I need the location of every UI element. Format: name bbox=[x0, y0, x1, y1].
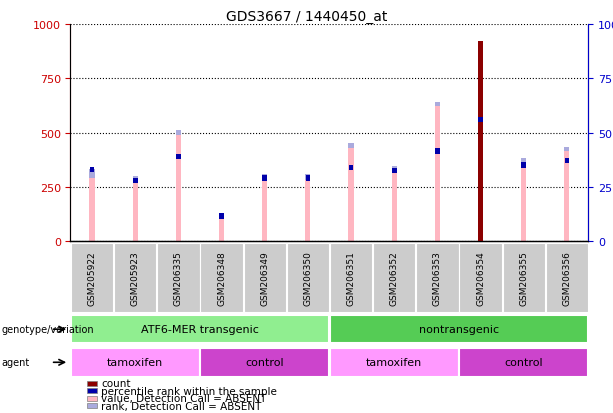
Text: rank, Detection Call = ABSENT: rank, Detection Call = ABSENT bbox=[101, 401, 262, 411]
Bar bbox=[459, 244, 501, 312]
Text: GSM206349: GSM206349 bbox=[261, 250, 269, 305]
Bar bbox=[114, 244, 156, 312]
Text: GSM206353: GSM206353 bbox=[433, 250, 442, 305]
Text: ATF6-MER transgenic: ATF6-MER transgenic bbox=[141, 324, 259, 335]
Bar bbox=[330, 315, 588, 344]
Bar bbox=[219, 220, 224, 242]
Bar bbox=[132, 183, 138, 242]
Bar bbox=[349, 165, 354, 171]
Bar bbox=[416, 244, 459, 312]
Bar bbox=[348, 144, 354, 148]
Bar bbox=[219, 214, 224, 219]
Bar bbox=[546, 244, 588, 312]
Bar bbox=[243, 244, 286, 312]
Bar bbox=[392, 169, 397, 174]
Text: GSM206348: GSM206348 bbox=[217, 250, 226, 305]
Text: tamoxifen: tamoxifen bbox=[107, 357, 164, 368]
Bar bbox=[565, 159, 569, 164]
Bar bbox=[373, 244, 416, 312]
Bar bbox=[176, 154, 181, 160]
Bar bbox=[262, 176, 267, 181]
Text: GSM205922: GSM205922 bbox=[88, 251, 97, 305]
Bar bbox=[521, 164, 527, 242]
Bar bbox=[435, 103, 440, 107]
Bar bbox=[262, 181, 267, 242]
Bar bbox=[71, 348, 200, 377]
Text: GSM206354: GSM206354 bbox=[476, 250, 485, 305]
Text: GSM206356: GSM206356 bbox=[562, 250, 571, 305]
Text: GSM205923: GSM205923 bbox=[131, 250, 140, 305]
Text: GSM206335: GSM206335 bbox=[174, 250, 183, 305]
Text: nontransgenic: nontransgenic bbox=[419, 324, 499, 335]
Bar bbox=[330, 348, 459, 377]
Text: tamoxifen: tamoxifen bbox=[366, 357, 422, 368]
Bar bbox=[262, 174, 267, 181]
Bar bbox=[71, 244, 113, 312]
Bar bbox=[71, 315, 329, 344]
Text: GSM206351: GSM206351 bbox=[346, 250, 356, 305]
Text: GDS3667 / 1440450_at: GDS3667 / 1440450_at bbox=[226, 10, 387, 24]
Bar bbox=[330, 244, 372, 312]
Text: control: control bbox=[504, 357, 543, 368]
Text: agent: agent bbox=[2, 357, 30, 368]
Bar bbox=[435, 107, 440, 242]
Bar bbox=[305, 181, 311, 242]
Bar bbox=[305, 174, 311, 181]
Bar bbox=[565, 147, 569, 152]
Bar bbox=[522, 163, 526, 169]
Bar bbox=[503, 244, 545, 312]
Bar bbox=[132, 177, 138, 183]
Text: count: count bbox=[101, 378, 131, 388]
Bar bbox=[176, 135, 181, 242]
Bar bbox=[219, 217, 224, 220]
Bar bbox=[478, 117, 483, 123]
Bar bbox=[287, 244, 329, 312]
Bar bbox=[200, 348, 329, 377]
Bar bbox=[176, 131, 181, 135]
Bar bbox=[478, 42, 483, 242]
Bar bbox=[89, 170, 94, 179]
Bar bbox=[89, 167, 94, 173]
Bar bbox=[392, 172, 397, 242]
Bar bbox=[521, 158, 527, 164]
Bar bbox=[435, 149, 440, 154]
Text: value, Detection Call = ABSENT: value, Detection Call = ABSENT bbox=[101, 393, 267, 403]
Text: percentile rank within the sample: percentile rank within the sample bbox=[101, 386, 277, 396]
Bar bbox=[200, 244, 243, 312]
Bar bbox=[133, 178, 137, 184]
Bar bbox=[565, 152, 569, 242]
Text: GSM206352: GSM206352 bbox=[390, 250, 398, 305]
Text: control: control bbox=[245, 357, 284, 368]
Text: genotype/variation: genotype/variation bbox=[2, 324, 94, 335]
Bar bbox=[158, 244, 200, 312]
Bar bbox=[305, 176, 310, 181]
Text: GSM206350: GSM206350 bbox=[303, 250, 313, 305]
Bar bbox=[89, 179, 94, 242]
Bar bbox=[392, 167, 397, 172]
Bar bbox=[348, 148, 354, 242]
Bar bbox=[459, 348, 588, 377]
Text: GSM206355: GSM206355 bbox=[519, 250, 528, 305]
